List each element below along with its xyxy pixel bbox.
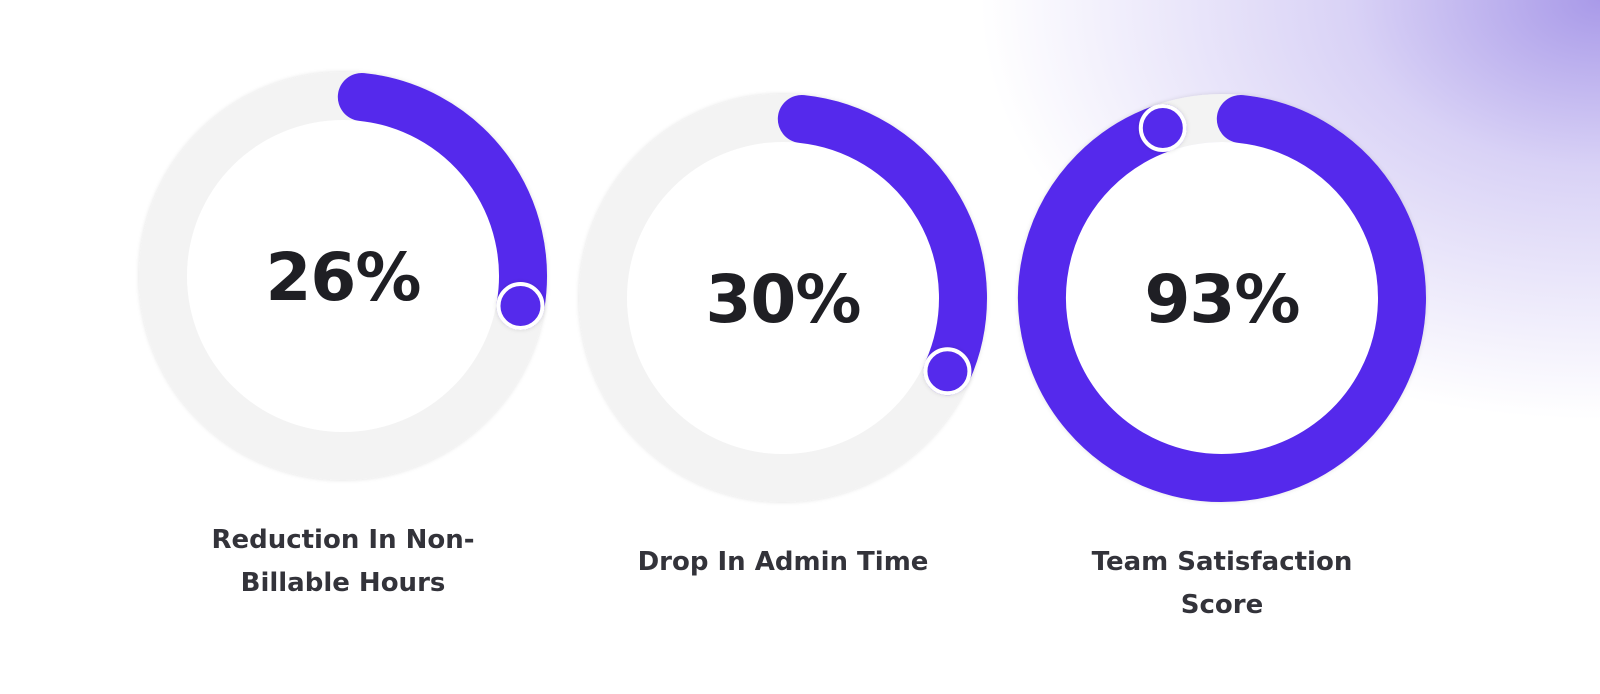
progress-arc xyxy=(1018,94,1426,502)
progress-arc xyxy=(777,94,987,396)
ring-inner xyxy=(1066,142,1378,454)
gauge-label: Team Satisfaction Score xyxy=(1091,547,1353,620)
value-label: 93% xyxy=(1145,261,1300,338)
ring-inner xyxy=(187,120,499,432)
progress-knob xyxy=(496,282,545,331)
value-label: 30% xyxy=(706,261,861,338)
gauge-label: Drop In Admin Time xyxy=(637,547,929,577)
progress-knob xyxy=(923,347,972,396)
progress-arc xyxy=(337,72,547,331)
ring-inner xyxy=(627,142,939,454)
value-label: 26% xyxy=(266,239,421,316)
gauge-label: Reduction In Non-Billable Hours xyxy=(211,525,475,598)
progress-knob xyxy=(1138,104,1187,153)
